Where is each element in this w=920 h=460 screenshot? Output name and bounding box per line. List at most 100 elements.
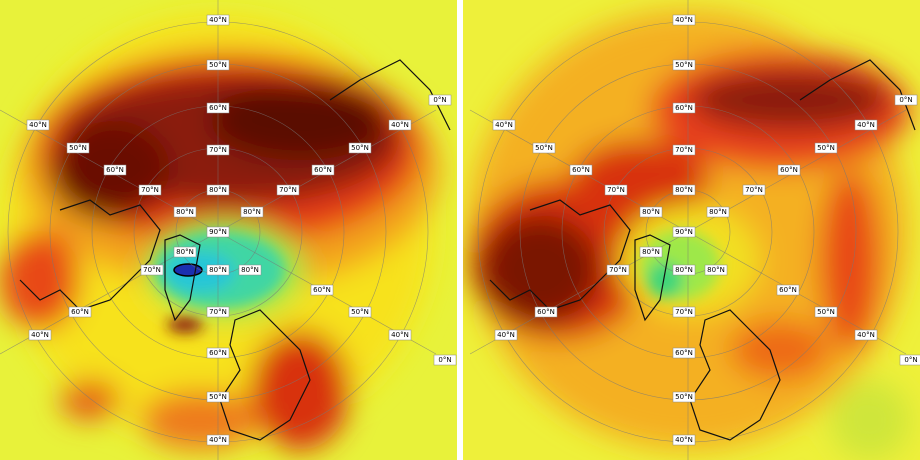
latitude-label: 0°N	[899, 96, 912, 104]
label-box	[606, 264, 630, 276]
latitude-label: 90°N	[675, 228, 693, 236]
latitude-label: 70°N	[209, 308, 227, 316]
label-box	[672, 59, 696, 71]
latitude-label: 70°N	[209, 146, 227, 154]
latitude-label: 80°N	[675, 186, 693, 194]
label-box	[569, 164, 593, 176]
latitude-label: 80°N	[241, 266, 259, 274]
latitude-label: 60°N	[209, 349, 227, 357]
latitude-label: 50°N	[675, 393, 693, 401]
label-box	[672, 102, 696, 114]
graticule-labels: 40°N 50°N 60°N 70°N 80°N 90°N 80°N 70°N 60°N 50°N…	[26, 14, 920, 446]
label-box	[206, 264, 230, 276]
label-box	[206, 226, 230, 238]
latitude-label: 70°N	[609, 266, 627, 274]
label-box	[173, 246, 197, 258]
latitude-label: 0°N	[438, 356, 451, 364]
label-box	[311, 164, 335, 176]
label-box	[206, 144, 230, 156]
label-box	[428, 94, 452, 106]
label-box	[706, 206, 730, 218]
latitude-label: 70°N	[675, 308, 693, 316]
latitude-label: 50°N	[351, 144, 369, 152]
label-box	[777, 164, 801, 176]
latitude-label: 40°N	[857, 331, 875, 339]
latitude-label: 50°N	[535, 144, 553, 152]
latitude-label: 40°N	[209, 16, 227, 24]
label-box	[68, 306, 92, 318]
label-box	[494, 329, 518, 341]
label-box	[140, 264, 164, 276]
latitude-label: 40°N	[495, 121, 513, 129]
latitude-label: 40°N	[31, 331, 49, 339]
label-box	[672, 347, 696, 359]
divider	[457, 0, 463, 460]
label-box	[348, 142, 372, 154]
label-box	[388, 119, 412, 131]
latitude-label: 60°N	[779, 286, 797, 294]
label-box	[854, 119, 878, 131]
label-box	[604, 184, 628, 196]
latitude-label: 40°N	[675, 16, 693, 24]
latitude-label: 80°N	[209, 186, 227, 194]
latitude-label: 70°N	[279, 186, 297, 194]
latitude-label: 60°N	[572, 166, 590, 174]
latitude-label: 60°N	[71, 308, 89, 316]
label-box	[206, 59, 230, 71]
latitude-label: 50°N	[817, 144, 835, 152]
latitude-label: 40°N	[497, 331, 515, 339]
latitude-label: 80°N	[675, 266, 693, 274]
label-box	[854, 329, 878, 341]
latitude-label: 60°N	[314, 166, 332, 174]
label-box	[138, 184, 162, 196]
latitude-label: 40°N	[29, 121, 47, 129]
latitude-label: 50°N	[69, 144, 87, 152]
label-box	[206, 347, 230, 359]
latitude-label: 50°N	[209, 61, 227, 69]
label-box	[238, 264, 262, 276]
label-box	[433, 354, 457, 366]
latitude-label: 60°N	[209, 104, 227, 112]
label-box	[28, 329, 52, 341]
label-box	[206, 184, 230, 196]
latitude-label: 40°N	[209, 436, 227, 444]
label-box	[814, 306, 838, 318]
label-box	[206, 306, 230, 318]
latitude-label: 80°N	[176, 208, 194, 216]
latitude-label: 40°N	[391, 331, 409, 339]
label-box	[348, 306, 372, 318]
label-box	[388, 329, 412, 341]
latitude-label: 50°N	[209, 393, 227, 401]
latitude-label: 50°N	[817, 308, 835, 316]
coastlines	[19, 59, 451, 441]
latitude-label: 60°N	[106, 166, 124, 174]
latitude-label: 70°N	[141, 186, 159, 194]
latitude-label: 70°N	[607, 186, 625, 194]
latitude-label: 70°N	[745, 186, 763, 194]
latitude-label: 40°N	[857, 121, 875, 129]
latitude-label: 40°N	[675, 436, 693, 444]
latitude-label: 70°N	[675, 146, 693, 154]
label-box	[532, 142, 556, 154]
label-box	[672, 184, 696, 196]
label-box	[206, 102, 230, 114]
label-box	[672, 144, 696, 156]
latitude-label: 60°N	[537, 308, 555, 316]
latitude-label: 70°N	[143, 266, 161, 274]
latitude-label: 60°N	[675, 349, 693, 357]
label-box	[206, 434, 230, 446]
label-box	[672, 14, 696, 26]
latitude-label: 80°N	[707, 266, 725, 274]
latitude-label: 80°N	[209, 266, 227, 274]
label-box	[672, 434, 696, 446]
latitude-label: 50°N	[351, 308, 369, 316]
label-box	[894, 94, 918, 106]
label-box	[26, 119, 50, 131]
latitude-label: 80°N	[642, 248, 660, 256]
label-box	[492, 119, 516, 131]
label-box	[704, 264, 728, 276]
label-box	[639, 206, 663, 218]
latitude-label: 80°N	[243, 208, 261, 216]
